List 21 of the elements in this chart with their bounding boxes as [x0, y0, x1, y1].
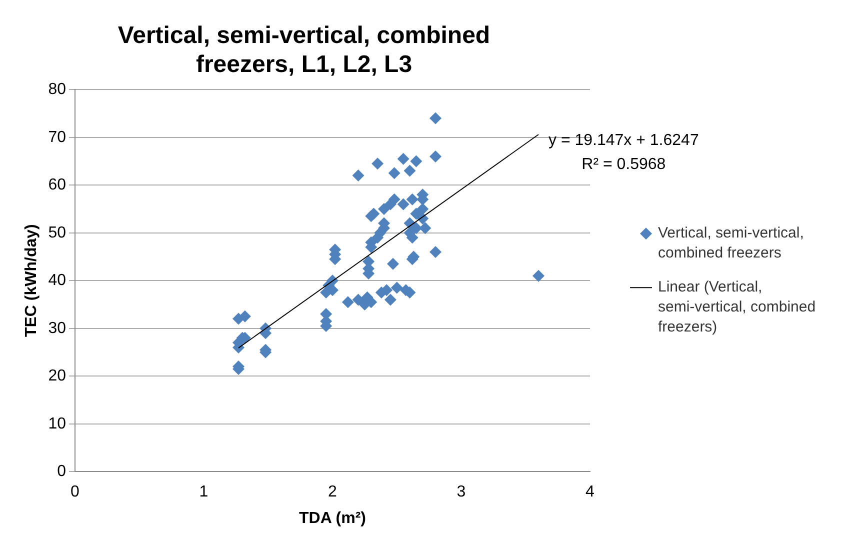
y-tick-label: 60 — [48, 176, 66, 194]
x-tick-label: 2 — [328, 484, 338, 501]
y-tick-label: 10 — [48, 415, 66, 432]
y-tick-label: 20 — [48, 368, 66, 385]
y-tick-label: 50 — [48, 224, 66, 242]
y-tick-label: 30 — [48, 320, 66, 337]
y-axis-title: TEC (kWh/day) — [23, 224, 40, 338]
chart-title: Vertical, semi-vertical, combined freezers, L1, L2, L3 — [118, 22, 490, 78]
x-tick-label: 1 — [199, 484, 208, 501]
legend-label: Linear (Vertical, semi-vertical, combined freezers) — [658, 278, 816, 336]
annotation: R² = 0.5968 — [582, 156, 666, 173]
annotation: y = 19.147x + 1.6247 — [548, 132, 699, 149]
x-tick-label: 3 — [456, 484, 466, 501]
legend-label: Vertical, semi-vertical, combined freezers — [658, 224, 804, 262]
y-tick-label: 40 — [48, 272, 66, 290]
x-axis-title: TDA (m²) — [299, 510, 366, 527]
y-tick-label: 70 — [48, 128, 66, 146]
x-tick-label: 4 — [586, 484, 595, 501]
x-tick-label: 0 — [70, 484, 80, 501]
y-tick-label: 0 — [57, 463, 66, 480]
y-tick-label: 80 — [48, 81, 66, 98]
